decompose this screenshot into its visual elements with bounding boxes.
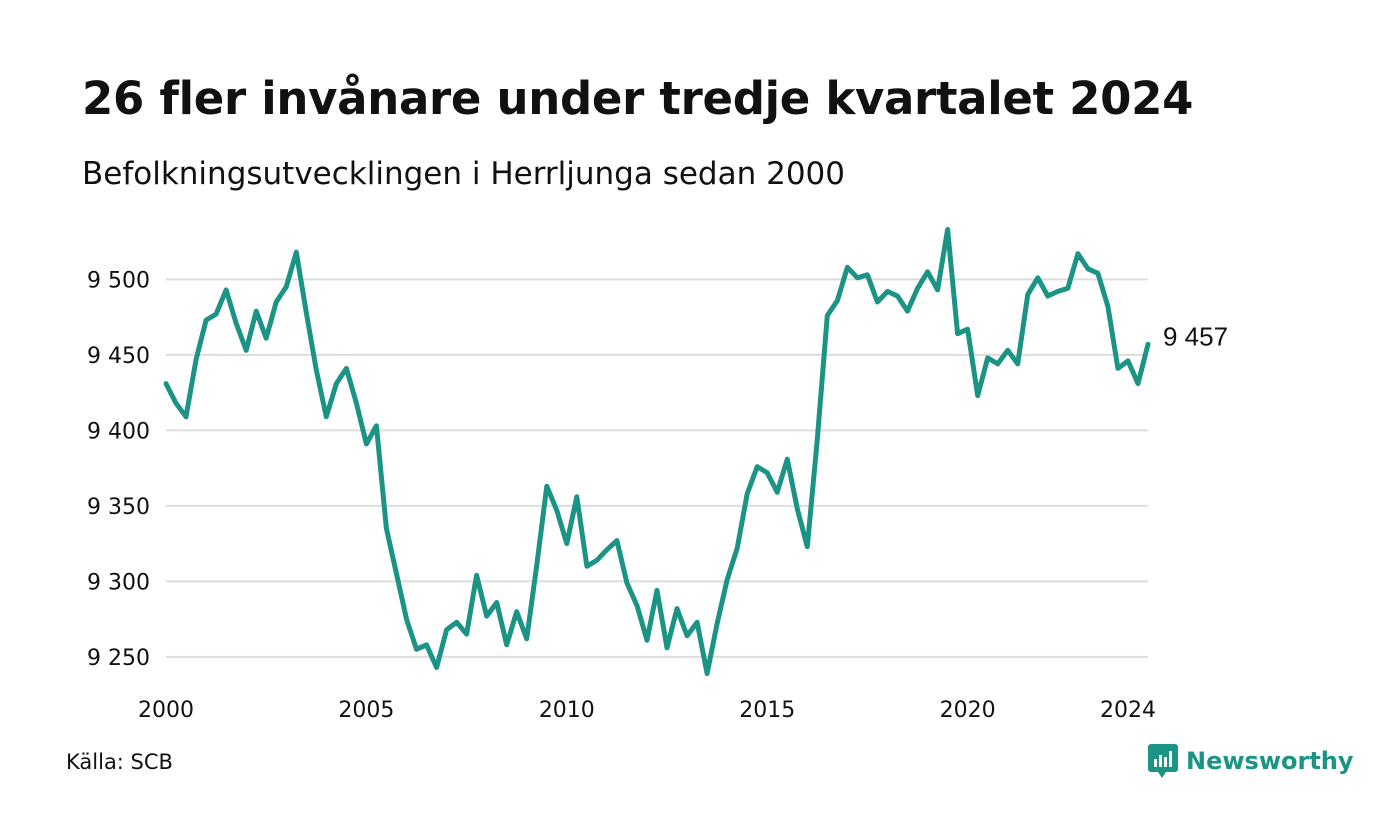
end-value-label: 9 457 xyxy=(1163,321,1228,351)
population-line xyxy=(163,227,1151,676)
y-tick-label: 9 450 xyxy=(87,344,150,369)
chart-title: 26 fler invånare under tredje kvartalet … xyxy=(82,72,1194,125)
x-tick-label: 2005 xyxy=(338,698,394,723)
source-note: Källa: SCB xyxy=(66,750,173,774)
newsworthy-logo-icon xyxy=(1148,744,1178,778)
y-tick-label: 9 300 xyxy=(87,570,150,595)
x-tick-label: 2015 xyxy=(739,698,795,723)
y-tick-label: 9 400 xyxy=(87,419,150,444)
x-tick-label: 2000 xyxy=(138,698,194,723)
y-tick-label: 9 350 xyxy=(87,495,150,520)
y-tick-label: 9 500 xyxy=(87,268,150,293)
chart-subtitle: Befolkningsutvecklingen i Herrljunga sed… xyxy=(82,156,845,192)
y-tick-label: 9 250 xyxy=(87,646,150,671)
x-tick-label: 2024 xyxy=(1100,698,1156,723)
brand-name: Newsworthy xyxy=(1186,747,1354,775)
brand-logo[interactable]: Newsworthy xyxy=(1148,744,1354,778)
x-tick-label: 2020 xyxy=(940,698,996,723)
x-tick-label: 2010 xyxy=(539,698,595,723)
